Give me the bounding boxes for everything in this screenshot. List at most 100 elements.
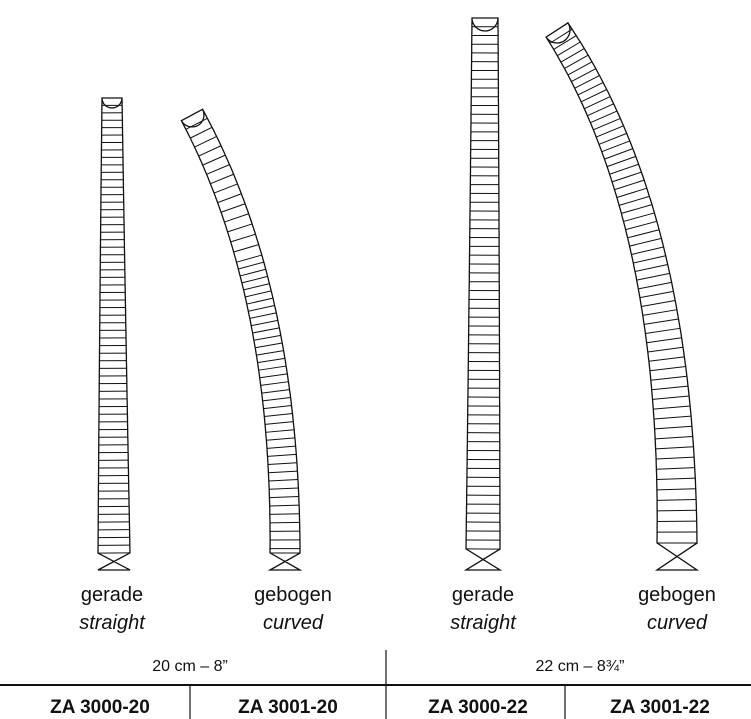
serration <box>633 255 666 264</box>
serration <box>631 246 664 255</box>
serration <box>252 327 280 334</box>
jaw <box>97 97 131 571</box>
serration <box>614 179 645 191</box>
serration <box>217 193 242 204</box>
serration <box>648 356 685 362</box>
serration <box>258 365 287 371</box>
serration <box>269 504 300 507</box>
label-en: curved <box>647 612 708 634</box>
serration <box>549 28 573 44</box>
serration <box>269 487 299 490</box>
serration <box>596 125 624 138</box>
label-de: gerade <box>452 584 514 606</box>
serration <box>652 395 690 400</box>
serration <box>590 110 618 124</box>
serration <box>625 220 657 231</box>
serration <box>240 268 266 277</box>
jaw <box>545 21 700 571</box>
label-en: curved <box>263 612 324 634</box>
code: ZA 3000-22 <box>428 697 528 718</box>
serration <box>185 117 208 130</box>
serration <box>249 312 277 319</box>
size: 20 cm – 8” <box>152 658 228 675</box>
serration <box>255 342 283 349</box>
serration <box>257 357 285 364</box>
serration <box>650 375 687 381</box>
serration <box>651 385 689 391</box>
code: ZA 3001-20 <box>238 697 338 718</box>
serration <box>238 261 264 270</box>
serration <box>657 509 697 512</box>
serration <box>636 272 670 281</box>
serration <box>268 470 298 474</box>
serration <box>656 467 695 470</box>
serration <box>245 290 272 298</box>
serration <box>656 456 695 460</box>
serration <box>571 68 597 83</box>
serration <box>647 346 684 353</box>
instruments <box>97 17 700 571</box>
serration <box>230 233 256 243</box>
serration <box>623 212 655 222</box>
serration <box>260 381 289 386</box>
serration <box>655 435 693 440</box>
serration <box>639 290 674 299</box>
serration <box>644 318 679 325</box>
serration <box>268 479 298 482</box>
serration <box>236 254 262 263</box>
serration <box>220 203 246 213</box>
serration <box>259 373 288 379</box>
serration <box>627 229 660 239</box>
serration <box>267 453 297 457</box>
serration <box>656 477 696 481</box>
code: ZA 3001-22 <box>610 697 710 718</box>
serration <box>261 389 290 394</box>
jaw <box>180 108 303 571</box>
serration <box>641 299 676 307</box>
serration <box>233 244 259 253</box>
serration <box>194 136 217 148</box>
serration <box>609 163 639 175</box>
serration <box>264 413 293 417</box>
serration <box>577 82 604 96</box>
serration <box>267 462 297 466</box>
serration <box>629 237 662 247</box>
label-de: gebogen <box>638 584 716 606</box>
serration <box>653 405 691 410</box>
serration <box>604 148 633 160</box>
serration <box>560 48 585 63</box>
serration <box>264 421 294 425</box>
serration <box>269 521 300 524</box>
serration <box>584 96 611 110</box>
serration <box>654 425 692 430</box>
serration <box>621 204 653 214</box>
serration <box>656 488 696 491</box>
label-en: straight <box>79 612 146 634</box>
serration <box>638 281 672 290</box>
size: 22 cm – 8¾” <box>536 658 625 675</box>
serration <box>606 155 636 168</box>
serration <box>265 429 295 433</box>
serration <box>246 297 274 305</box>
serration <box>580 89 607 103</box>
serration <box>263 404 292 410</box>
serration <box>611 171 642 183</box>
serration <box>649 366 686 372</box>
serration <box>262 397 291 402</box>
serration <box>564 54 589 69</box>
serration <box>266 445 296 449</box>
serration <box>553 35 577 50</box>
serration <box>243 283 270 291</box>
label-de: gebogen <box>254 584 332 606</box>
serration <box>646 337 682 344</box>
serration <box>598 132 627 145</box>
serration <box>557 41 581 57</box>
serration <box>574 75 600 89</box>
serration <box>653 415 692 420</box>
serration <box>198 145 222 157</box>
serration <box>210 173 234 185</box>
serration <box>616 187 647 198</box>
serration <box>202 154 226 166</box>
serration <box>248 305 275 312</box>
